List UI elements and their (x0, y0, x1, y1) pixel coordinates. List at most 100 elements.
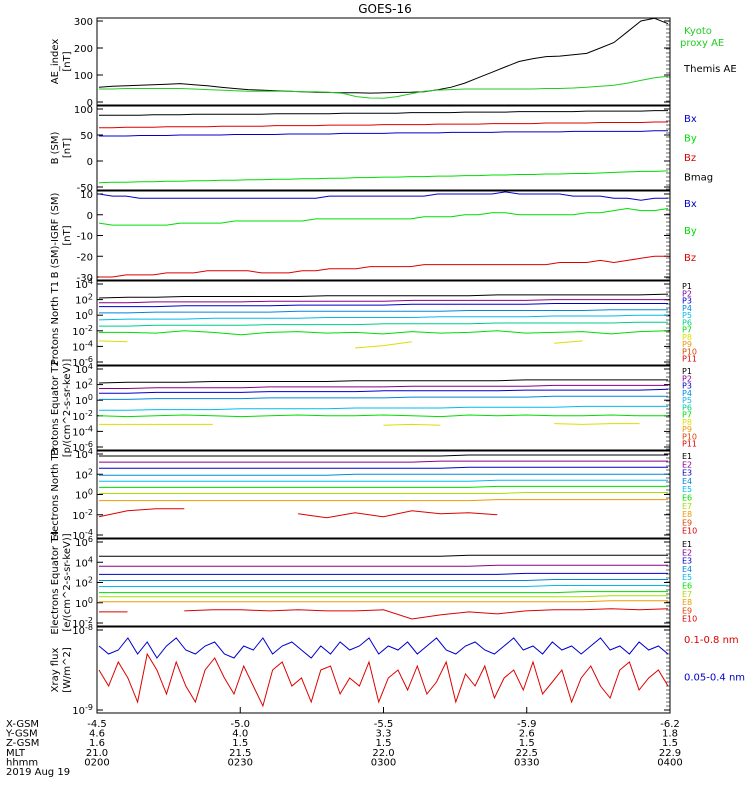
x-tick-value: -5.5 (374, 719, 394, 730)
x-row-label: Y-GSM (5, 729, 38, 740)
y-tick-label: 10-4 (72, 424, 93, 438)
y-tick-label: 10-2 (72, 508, 93, 522)
series-line-p2 (99, 299, 668, 304)
y-tick-label: 104 (75, 447, 93, 461)
x-tick-value: -5.9 (517, 719, 537, 730)
panel-frame (96, 105, 671, 191)
legend-entry-line2: proxy AE (680, 38, 724, 49)
x-row-label: hhmm (6, 757, 38, 768)
y-axis-unit: [nT] (62, 51, 73, 71)
legend-entry: Bx (684, 199, 697, 210)
y-axis-unit: [nT] (62, 225, 73, 245)
legend-entry: P5 (682, 396, 692, 405)
y-axis-unit: [W/m^2] (62, 647, 73, 693)
y-axis-label: Electrons Equator T4 (50, 530, 61, 634)
legend-entry: Bz (684, 253, 696, 264)
x-tick-value: 1.5 (376, 738, 392, 749)
legend-entry: E2 (682, 548, 692, 557)
x-row-label: MLT (6, 748, 26, 759)
legend-entry: E3 (682, 469, 692, 478)
series-line-e7 (99, 595, 668, 598)
y-tick-label: 100 (75, 308, 93, 322)
legend-entry: P8 (682, 333, 692, 342)
y-tick-label: 106 (75, 535, 93, 549)
y-tick-label: -10 (77, 232, 93, 243)
y-tick-label: 10-9 (72, 703, 93, 717)
panel-2: 100 50 0 -50 B (SM) [nT] Bx By Bz Bmag (50, 105, 713, 194)
y-tick-label: 102 (75, 293, 93, 307)
legend-entry: E1 (682, 452, 692, 461)
series-line-p7 (554, 423, 640, 425)
series-line-p8 (355, 341, 412, 349)
legend-entry: E2 (682, 460, 692, 469)
series-line-p4 (99, 395, 668, 400)
x-tick-value: 0400 (657, 757, 682, 768)
panel-3: 10 0 -10 -20 -30 B (SM)-IGRF (SM) [nT] Bx By Bz (50, 190, 697, 284)
x-row-label: Z-GSM (6, 738, 39, 749)
legend-entry: E7 (682, 502, 692, 511)
y-axis-unit: [e/(cm^2-s-sr-keV)] (62, 533, 73, 631)
y-tick-label: 10 (80, 190, 93, 201)
legend-entry: E4 (682, 565, 692, 574)
legend-entry: By (684, 134, 697, 145)
series-line-p7 (99, 330, 669, 336)
series-line-p8 (98, 340, 128, 343)
y-axis-label: B (SM)-IGRF (SM) (50, 193, 61, 279)
y-axis-label: AE_index (50, 39, 61, 85)
y-tick-label: 200 (74, 44, 93, 55)
legend-entry: E9 (682, 518, 692, 527)
y-tick-label: 0 (87, 157, 93, 168)
x-tick-value: 0300 (371, 757, 396, 768)
x-row-label: X-GSM (6, 719, 39, 730)
legend-entry: P2 (682, 289, 692, 298)
series-line-bx (99, 130, 668, 137)
legend-entry: P3 (682, 382, 692, 391)
panel-frame (96, 626, 671, 714)
legend-entry: P7 (682, 411, 692, 420)
series-line-p2 (99, 384, 668, 389)
series-line-e9 (98, 508, 185, 518)
legend-entry: Themis AE (683, 64, 737, 75)
series-line-p7 (383, 423, 441, 426)
legend-entry: P2 (682, 374, 692, 383)
y-tick-label: -20 (77, 252, 93, 263)
series-line-p6 (99, 321, 668, 327)
y-axis-label: Electrons North T3 (50, 448, 61, 541)
series-line-by (98, 207, 669, 226)
panel-frame (96, 280, 671, 366)
legend-entry: P6 (682, 403, 692, 412)
y-tick-label: 10-2 (72, 324, 93, 338)
y-tick-label: 300 (74, 17, 93, 28)
legend-entry: E6 (682, 582, 692, 591)
x-tick-value: 1.5 (232, 738, 248, 749)
x-tick-value: 1.8 (662, 729, 678, 740)
x-tick-value: 0230 (228, 757, 253, 768)
y-tick-label: 0 (87, 98, 93, 109)
legend-entry: E8 (682, 510, 692, 519)
y-axis-label: Xray flux (50, 648, 61, 693)
series-line-e9 (184, 608, 669, 620)
y-tick-label: 100 (74, 71, 93, 82)
legend-entry: E7 (682, 590, 692, 599)
y-axis-label: Protons Equator T2 (50, 360, 61, 456)
legend-entry: P5 (682, 311, 692, 320)
panel-frame (96, 538, 671, 627)
legend-entry: P4 (682, 389, 692, 398)
series-line-bx (98, 191, 668, 201)
panel-frame (96, 450, 671, 539)
legend-entry: Bx (684, 114, 697, 125)
legend-entry: P3 (682, 297, 692, 306)
x-tick-value: 0200 (84, 757, 109, 768)
legend-entry: 0.1-0.8 nm (684, 635, 739, 646)
series-line-e6 (99, 485, 668, 488)
date-label: 2019 Aug 19 (6, 767, 70, 778)
series-line-e8 (99, 600, 668, 603)
x-tick-value: -4.5 (87, 719, 107, 730)
series-line-p1 (98, 293, 669, 299)
y-tick-label: 0 (87, 211, 93, 222)
